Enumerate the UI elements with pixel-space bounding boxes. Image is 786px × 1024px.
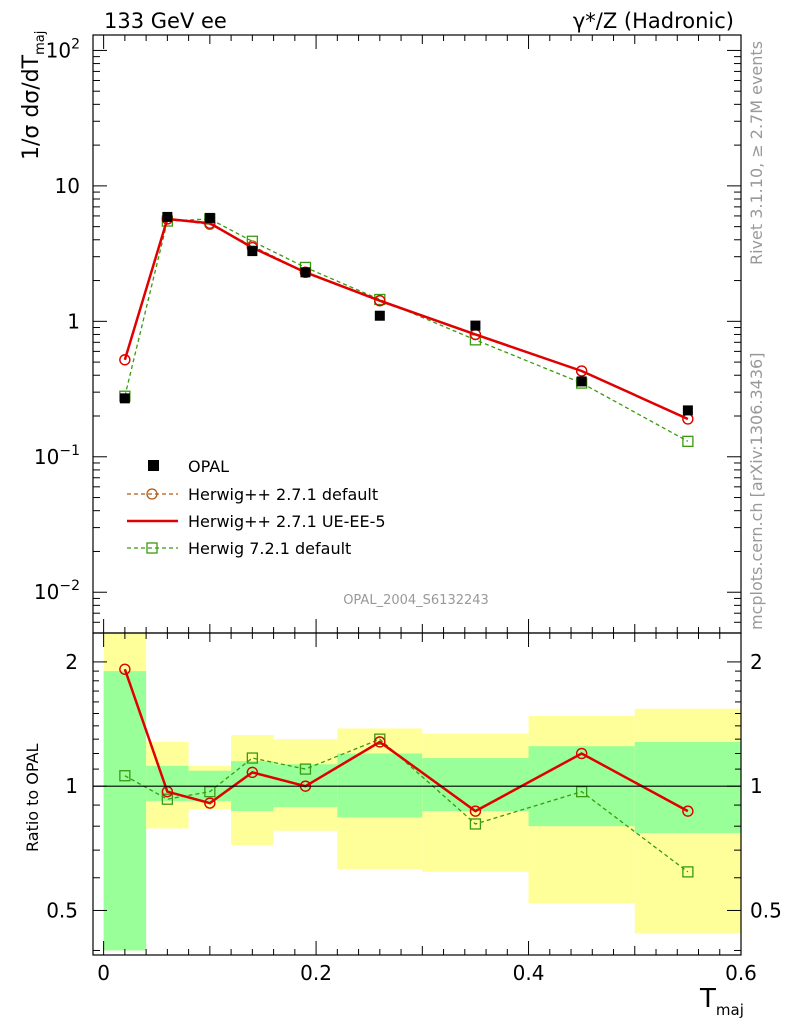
opal-data-point [119,393,130,404]
ratio-series-marker [246,766,258,779]
ratio-series-marker [682,866,694,878]
x-tick-label: 0.2 [300,961,332,985]
x-tick-label: 0.4 [513,961,545,985]
legend: OPAL Herwig++ 2.7.1 default Herwig++ 2.7.1… [127,457,386,558]
ratio-y-tick-label-right: 2 [750,650,763,674]
x-tick-label: 0.6 [725,961,757,985]
series-marker [682,435,694,447]
ratio-series-marker [374,733,386,745]
legend-label: Herwig++ 2.7.1 UE-EE-5 [188,512,386,531]
y-label-sub: maj [33,31,48,55]
x-tick-label: 0 [97,961,110,985]
header-right: γ*/Z (Hadronic) [573,9,734,33]
y-tick-label: 10 [55,174,80,198]
x-axis-label: Tmaj [699,984,744,1019]
ratio-series-marker [119,663,131,675]
opal-data-point [682,405,693,416]
y-tick-label: 102 [46,36,80,62]
ratio-series-marker [682,805,694,817]
main-y-axis-label: 1/σ dσ/dTmaj [19,31,48,160]
opal-data-point [300,267,311,278]
opal-data-point [576,376,587,387]
x-label-main: T [699,984,716,1014]
ratio-series-marker [246,752,258,764]
side-text-bottom: mcplots.cern.ch [arXiv:1306.3436] [747,353,766,630]
series-marker [374,295,386,307]
ratio-uncertainty-bands [103,633,741,951]
ratio-y-tick-label: 2 [65,650,78,674]
ratio-y-tick-label-right: 1 [750,774,763,798]
ratio-series-marker [204,797,216,809]
stat-uncertainty-band [634,741,741,834]
y-tick-label: 1 [67,309,80,333]
opal-data-point [247,246,258,257]
opal-data-point [470,320,481,331]
series-marker [119,354,131,366]
legend-label: OPAL [188,457,229,476]
legend-marker [146,488,158,500]
opal-data-point [162,211,173,222]
header-left: 133 GeV ee [104,9,227,33]
axes: 0 0.2 0.4 0.6 10 1 102 10−1 10−2 2 2 1 1 0.5 0.5 [34,34,782,985]
y-tick-label: 10−1 [34,443,80,469]
ratio-series-marker [469,805,482,817]
main-panel [119,211,694,447]
legend-marker-opal [148,460,159,471]
opal-data-point [204,212,215,223]
series-marker [576,365,588,377]
stat-uncertainty-band [103,671,147,951]
legend-label: Herwig 7.2.1 default [188,539,351,558]
series-line [124,218,689,420]
ratio-series-marker [119,770,131,782]
opal-data-point [374,310,385,321]
side-text-top: Rivet 3.1.10, ≥ 2.7M events [747,41,766,265]
y-tick-label: 10−2 [34,578,80,604]
ratio-series-marker [374,736,386,748]
legend-label: Herwig++ 2.7.1 default [188,485,378,504]
ratio-y-tick-label: 1 [65,774,78,798]
ratio-frame [92,632,742,956]
series-line [123,217,689,421]
ratio-series-marker [161,793,174,805]
ratio-series-marker [299,763,312,775]
ratio-y-tick-label: 0.5 [46,898,78,922]
watermark: OPAL_2004_S6132243 [343,593,489,608]
ratio-series-marker [576,747,588,760]
series-line [124,218,689,442]
x-label-sub: maj [716,1001,744,1019]
ratio-y-axis-label: Ratio to OPAL [23,744,42,852]
svg-text:1/σ dσ/dTmaj: 1/σ dσ/dTmaj [19,31,48,160]
legend-marker [146,542,158,554]
ratio-series-marker [469,818,482,830]
ratio-y-tick-label-right: 0.5 [750,898,782,922]
y-label-main: 1/σ dσ/dT [19,54,44,160]
